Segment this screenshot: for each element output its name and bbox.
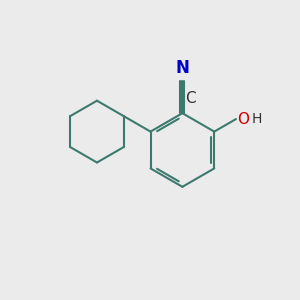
Text: O: O bbox=[237, 112, 249, 127]
Text: N: N bbox=[176, 59, 189, 77]
Text: H: H bbox=[251, 112, 262, 126]
Text: C: C bbox=[185, 91, 196, 106]
